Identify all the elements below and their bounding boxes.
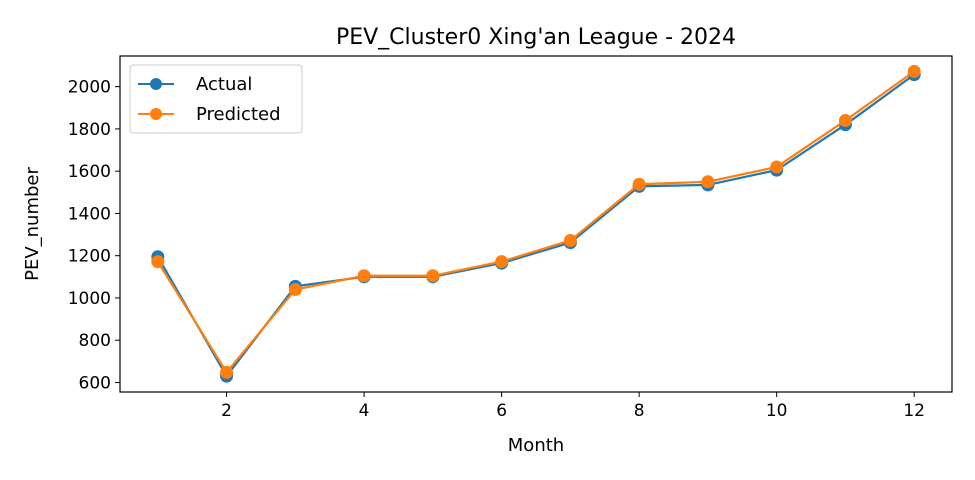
data-point-predicted xyxy=(151,255,165,269)
legend-marker-actual xyxy=(150,78,162,90)
data-point-predicted xyxy=(770,160,784,174)
x-axis-ticks: 2 4 6 8 10 12 xyxy=(221,392,925,421)
data-point-predicted xyxy=(701,175,715,189)
x-tick-label: 8 xyxy=(634,401,645,421)
data-point-predicted xyxy=(220,365,234,379)
data-point-predicted xyxy=(907,64,921,78)
data-point-predicted xyxy=(632,177,646,191)
y-tick-label: 1600 xyxy=(68,162,111,182)
y-tick-label: 1200 xyxy=(68,247,111,267)
y-tick-label: 600 xyxy=(79,373,111,393)
chart-title: PEV_Cluster0 Xing'an League - 2024 xyxy=(336,25,736,50)
x-tick-label: 4 xyxy=(359,401,370,421)
x-tick-label: 2 xyxy=(221,401,232,421)
series-predicted xyxy=(151,64,921,379)
legend-entry-actual: Actual xyxy=(138,74,252,95)
y-tick-label: 800 xyxy=(79,331,111,351)
x-tick-label: 6 xyxy=(496,401,507,421)
y-axis-ticks: 600 800 1000 1200 1400 1600 1800 2000 xyxy=(68,78,120,393)
series-line-predicted xyxy=(156,70,915,375)
y-tick-label: 1000 xyxy=(68,289,111,309)
data-point-predicted xyxy=(288,283,302,297)
y-axis-label: PEV_number xyxy=(22,167,43,281)
y-tick-label: 1800 xyxy=(68,120,111,140)
legend-marker-predicted xyxy=(150,108,162,120)
series-layer xyxy=(151,64,921,383)
legend-frame xyxy=(129,64,303,134)
legend-entry-predicted: Predicted xyxy=(138,104,281,125)
data-point-predicted xyxy=(495,255,509,269)
data-point-predicted xyxy=(357,269,371,283)
y-tick-label: 2000 xyxy=(68,78,111,98)
data-point-predicted xyxy=(838,113,852,127)
data-point-predicted xyxy=(563,233,577,247)
x-tick-label: 10 xyxy=(766,401,788,421)
series-line-actual xyxy=(156,73,915,379)
data-point-predicted xyxy=(426,269,440,283)
legend: Actual Predicted xyxy=(129,64,303,134)
y-tick-label: 1400 xyxy=(68,204,111,224)
legend-label-predicted: Predicted xyxy=(196,104,281,125)
axes-frame xyxy=(119,55,953,393)
plot-area: 2 4 6 8 10 12 600 800 1000 1200 1400 1600 1800 2000 xyxy=(68,55,953,421)
x-axis-label: Month xyxy=(508,435,564,456)
legend-label-actual: Actual xyxy=(196,74,252,95)
x-tick-label: 12 xyxy=(903,401,925,421)
